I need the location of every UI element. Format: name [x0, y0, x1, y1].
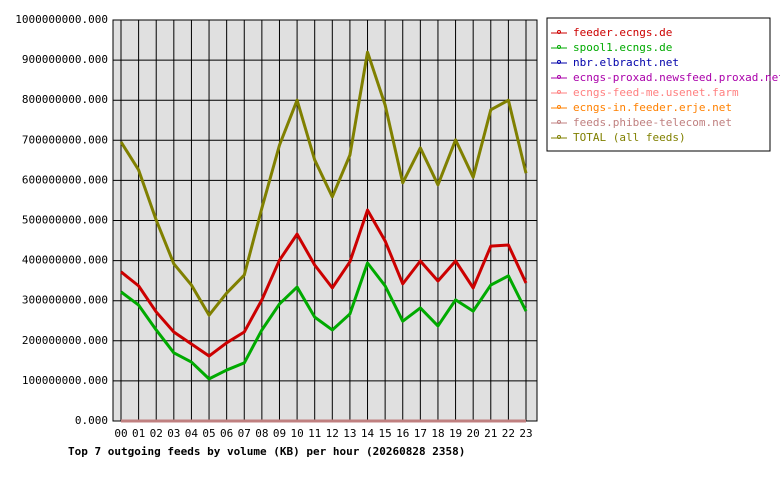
y-tick-label: 500000000.000 — [22, 214, 108, 227]
series-line — [119, 50, 528, 317]
chart-title: Top 7 outgoing feeds by volume (KB) per … — [68, 445, 465, 458]
x-tick-label: 06 — [220, 427, 233, 440]
legend-marker — [557, 75, 561, 79]
x-tick-label: 16 — [396, 427, 409, 440]
x-tick-label: 09 — [273, 427, 286, 440]
y-tick-label: 900000000.000 — [22, 53, 108, 66]
x-tick-label: 02 — [150, 427, 163, 440]
legend-marker — [557, 120, 561, 124]
legend-marker — [557, 90, 561, 94]
x-tick-label: 07 — [238, 427, 251, 440]
y-tick-label: 0.000 — [75, 414, 108, 427]
legend-label: ecngs-feed-me.usenet.farm — [573, 86, 739, 99]
x-tick-label: 11 — [308, 427, 321, 440]
legend-label: feeds.phibee-telecom.net — [573, 116, 732, 129]
x-tick-label: 15 — [379, 427, 392, 440]
legend-marker — [557, 60, 561, 64]
x-tick-label: 17 — [414, 427, 427, 440]
series-line — [120, 208, 528, 358]
legend-marker — [557, 105, 561, 109]
x-tick-label: 13 — [343, 427, 356, 440]
y-tick-label: 800000000.000 — [22, 93, 108, 106]
y-tick-label: 400000000.000 — [22, 254, 108, 267]
x-tick-label: 22 — [502, 427, 515, 440]
legend-label: spool1.ecngs.de — [573, 41, 672, 54]
x-tick-label: 04 — [185, 427, 199, 440]
x-tick-label: 19 — [449, 427, 462, 440]
legend-label: TOTAL (all feeds) — [573, 131, 686, 144]
legend-marker — [557, 30, 561, 34]
legend-marker — [557, 135, 561, 139]
legend-marker — [557, 45, 561, 49]
x-tick-label: 10 — [290, 427, 303, 440]
series-line — [120, 261, 528, 381]
x-tick-label: 18 — [431, 427, 444, 440]
y-tick-label: 600000000.000 — [22, 173, 108, 186]
x-tick-label: 14 — [361, 427, 375, 440]
legend-label: feeder.ecngs.de — [573, 26, 672, 39]
legend-label: ecngs-in.feeder.erje.net — [573, 101, 732, 114]
y-tick-label: 200000000.000 — [22, 334, 108, 347]
x-tick-label: 01 — [132, 427, 145, 440]
x-tick-label: 21 — [484, 427, 497, 440]
legend-label: nbr.elbracht.net — [573, 56, 679, 69]
x-tick-label: 00 — [114, 427, 127, 440]
x-tick-label: 20 — [467, 427, 480, 440]
legend-box — [546, 17, 771, 152]
x-tick-label: 05 — [202, 427, 215, 440]
y-tick-label: 300000000.000 — [22, 294, 108, 307]
y-tick-label: 100000000.000 — [22, 374, 108, 387]
y-tick-label: 1000000000.000 — [15, 13, 108, 26]
x-tick-label: 23 — [519, 427, 532, 440]
x-tick-label: 08 — [255, 427, 268, 440]
legend-label: ecngs-proxad.newsfeed.proxad.net — [573, 71, 780, 84]
y-tick-label: 700000000.000 — [22, 133, 108, 146]
x-tick-label: 12 — [326, 427, 339, 440]
x-tick-label: 03 — [167, 427, 180, 440]
